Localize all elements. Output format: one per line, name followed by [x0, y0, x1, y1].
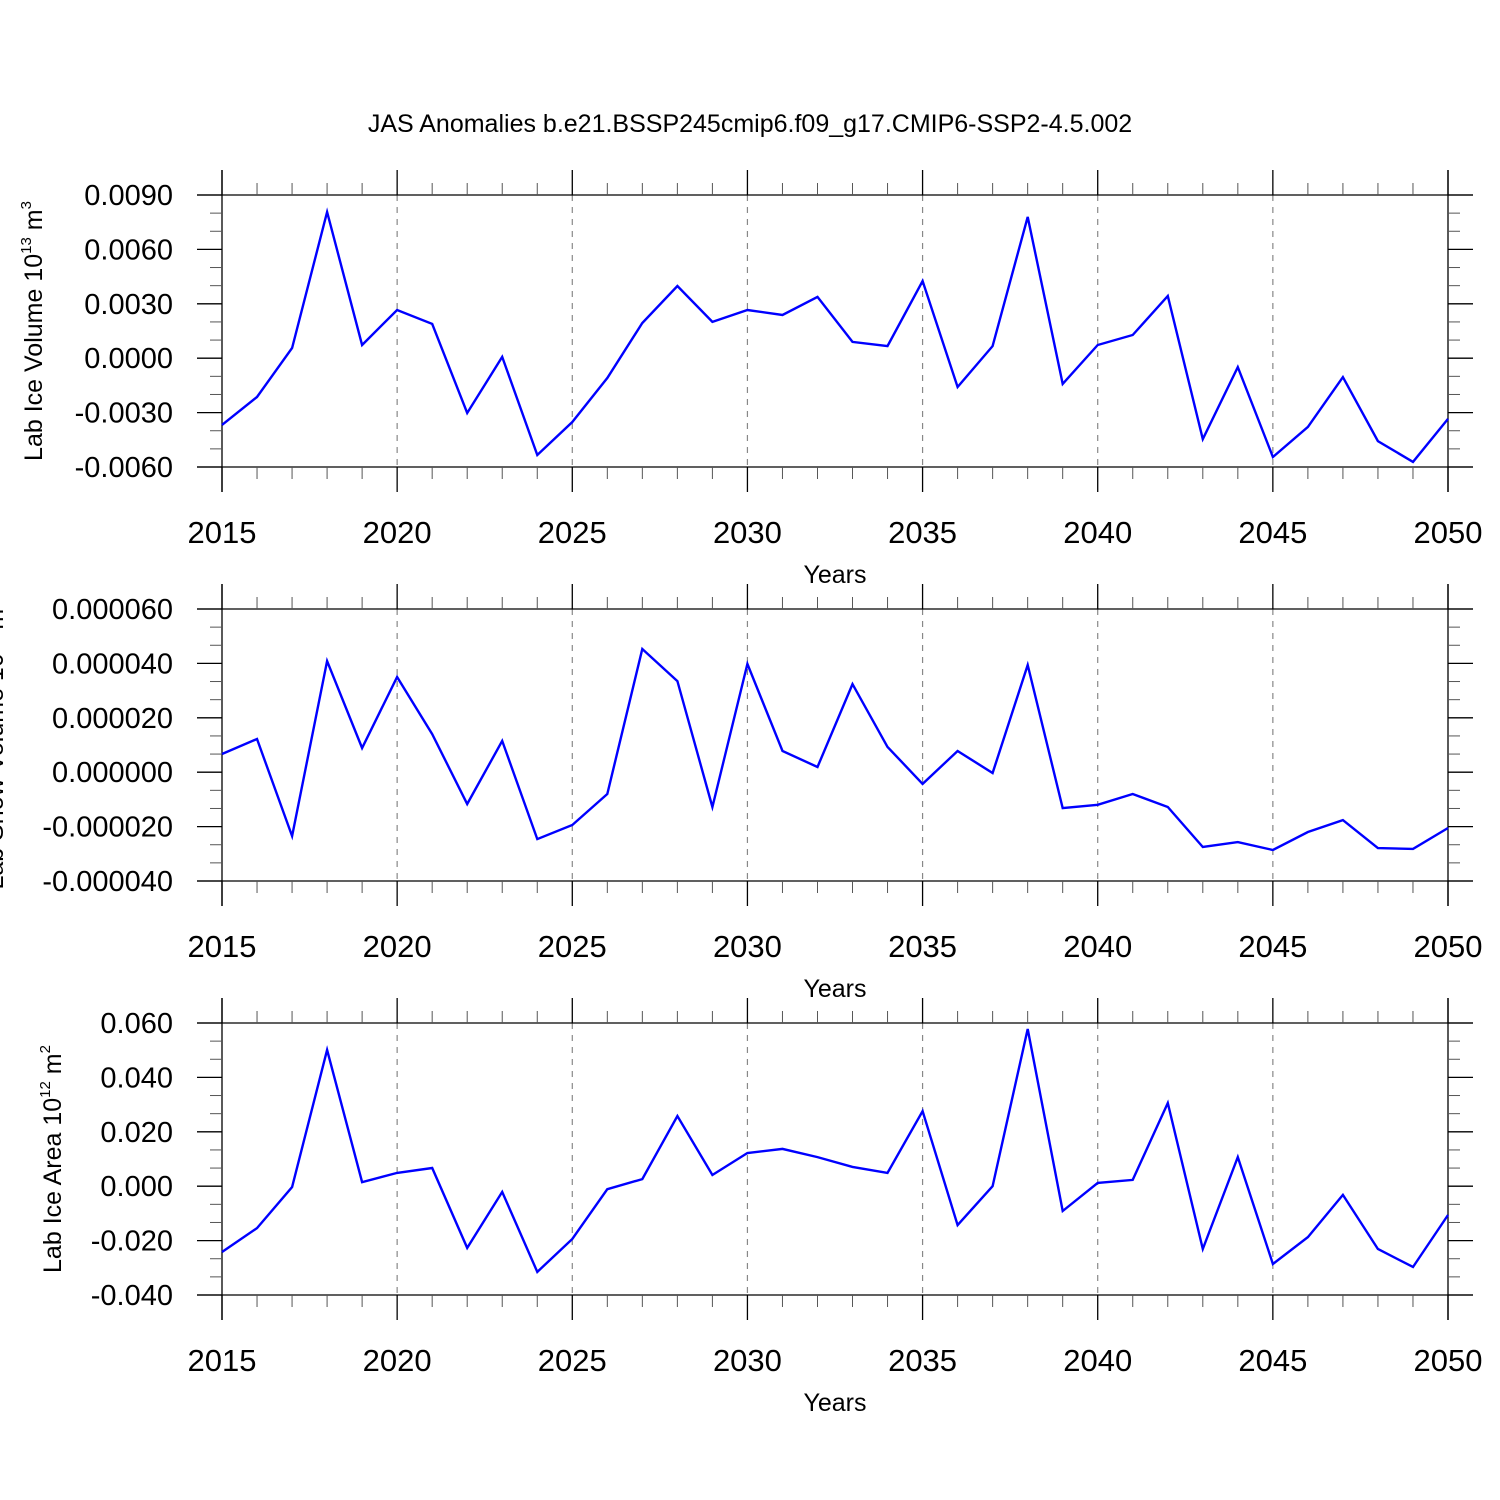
y-tick-label: 0.0000 — [84, 343, 173, 375]
x-tick-label: 2030 — [713, 1343, 782, 1378]
x-axis-label: Years — [803, 561, 866, 589]
y-label-unit-exponent: 3 — [18, 201, 35, 209]
panel-3: 2015 2020 2025 2030 2035 2040 2045 2050 Years 0.0… — [37, 998, 1482, 1417]
x-tick-label: 2050 — [1414, 1343, 1483, 1378]
x-tick-label: 2020 — [363, 929, 432, 964]
x-tick-label: 2040 — [1063, 929, 1132, 964]
y-tick-label: 0.020 — [100, 1117, 173, 1149]
x-tick-label: 2025 — [538, 1343, 607, 1378]
y-tick-label: -0.0060 — [75, 452, 173, 484]
x-tick-label: 2045 — [1238, 515, 1307, 550]
x-tick-label: 2020 — [363, 515, 432, 550]
panel-2: 2015 2020 2025 2030 2035 2040 2045 2050 Years 0.0… — [0, 584, 1482, 1003]
series-line — [221, 207, 1449, 464]
x-tick-label: 2045 — [1238, 929, 1307, 964]
y-tick-label: 0.000000 — [52, 757, 173, 789]
x-tick-label: 2020 — [363, 1343, 432, 1378]
y-label-unit: m — [39, 1053, 67, 1081]
x-tick-label: 2045 — [1238, 1343, 1307, 1378]
y-tick-label: 0.000040 — [52, 648, 173, 680]
y-axis-label: Lab Ice Area 1012 m2 — [37, 1045, 67, 1273]
y-tick-label: 0.0030 — [84, 289, 173, 321]
x-axis-label: Years — [803, 975, 866, 1003]
y-axis-label: Lab Snow Volume 1013 m3 — [0, 600, 9, 889]
chart-title: JAS Anomalies b.e21.BSSP245cmip6.f09_g17… — [368, 110, 1132, 138]
x-tick-label: 2040 — [1063, 515, 1132, 550]
y-tick-label: 0.040 — [100, 1062, 173, 1094]
x-tick-label: 2015 — [188, 1343, 257, 1378]
x-tick-label: 2025 — [538, 515, 607, 550]
y-label-unit-exponent: 2 — [37, 1045, 54, 1053]
y-tick-label: -0.0030 — [75, 398, 173, 430]
x-tick-label: 2015 — [188, 515, 257, 550]
x-tick-label: 2030 — [713, 515, 782, 550]
y-label-text: Lab Snow Volume 10 — [0, 653, 9, 889]
x-axis-label: Years — [803, 1389, 866, 1417]
y-tick-label: 0.0090 — [84, 180, 173, 212]
y-tick-label: -0.000040 — [42, 866, 173, 898]
y-tick-label: 0.000020 — [52, 703, 173, 735]
y-label-exponent: 13 — [18, 237, 35, 254]
y-tick-label: 0.000060 — [52, 594, 173, 626]
x-tick-label: 2050 — [1414, 929, 1483, 964]
y-label-exponent: 12 — [37, 1081, 54, 1098]
y-tick-label: -0.000020 — [42, 812, 173, 844]
panel-1: 2015 2020 2025 2030 2035 2040 2045 2050 Years 0.0… — [18, 170, 1482, 589]
x-tick-label: 2035 — [888, 1343, 957, 1378]
y-tick-label: 0.000 — [100, 1171, 173, 1203]
y-tick-label: 0.0060 — [84, 234, 173, 266]
x-tick-label: 2015 — [188, 929, 257, 964]
y-tick-label: -0.040 — [91, 1280, 173, 1312]
y-label-unit: m — [0, 609, 9, 637]
y-tick-label: 0.060 — [100, 1008, 173, 1040]
series-line — [221, 646, 1449, 852]
x-tick-label: 2025 — [538, 929, 607, 964]
y-label-text: Lab Ice Area 10 — [39, 1098, 67, 1273]
x-tick-label: 2050 — [1414, 515, 1483, 550]
y-axis-label: Lab Ice Volume 1013 m3 — [18, 201, 48, 461]
y-tick-label: -0.020 — [91, 1226, 173, 1258]
x-tick-label: 2040 — [1063, 1343, 1132, 1378]
x-tick-label: 2035 — [888, 515, 957, 550]
x-tick-label: 2030 — [713, 929, 782, 964]
series-line — [221, 1028, 1449, 1274]
y-label-text: Lab Ice Volume 10 — [20, 254, 48, 461]
x-tick-label: 2035 — [888, 929, 957, 964]
y-label-unit: m — [20, 209, 48, 237]
